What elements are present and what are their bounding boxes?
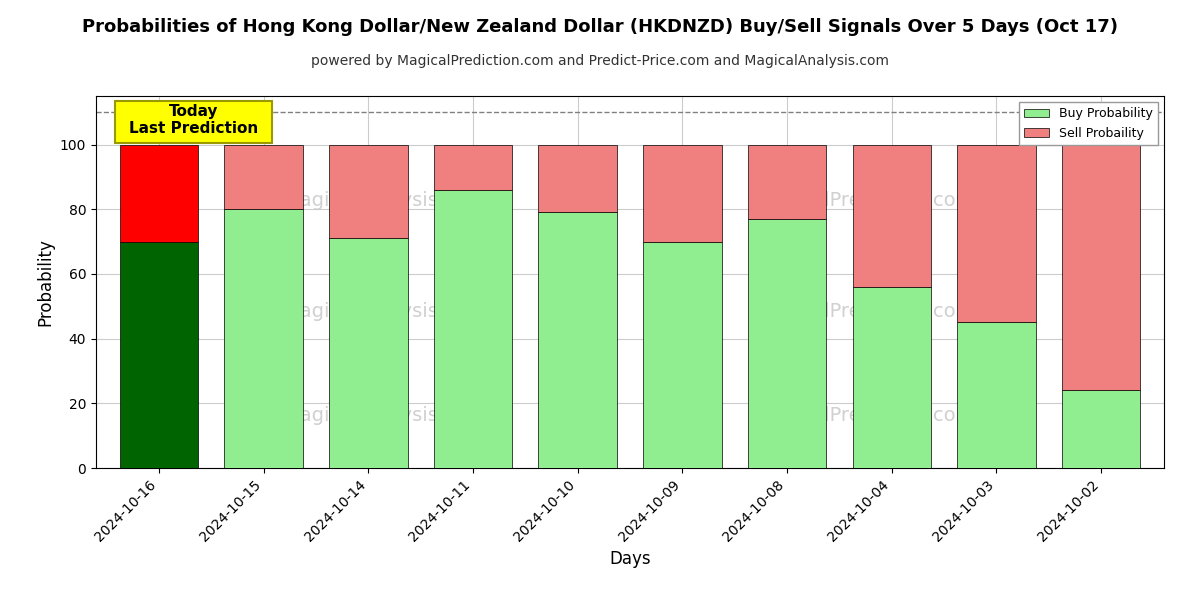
Bar [748,145,827,219]
Bar [224,209,302,468]
Bar [852,287,931,468]
Legend: Buy Probability, Sell Probaility: Buy Probability, Sell Probaility [1019,102,1158,145]
Text: Today
Last Prediction: Today Last Prediction [128,104,258,136]
Text: MagicalPrediction.com: MagicalPrediction.com [755,191,974,209]
FancyBboxPatch shape [115,101,272,143]
X-axis label: Days: Days [610,550,650,568]
Text: MagicalAnalysis.com: MagicalAnalysis.com [283,406,486,425]
Bar [643,145,721,242]
Text: MagicalPrediction.com: MagicalPrediction.com [755,406,974,425]
Bar [224,145,302,209]
Bar [433,145,512,190]
Bar [329,145,408,238]
Bar [748,219,827,468]
Text: powered by MagicalPrediction.com and Predict-Price.com and MagicalAnalysis.com: powered by MagicalPrediction.com and Pre… [311,54,889,68]
Bar [958,145,1036,322]
Bar [1062,391,1140,468]
Bar [643,242,721,468]
Bar [852,145,931,287]
Bar [329,238,408,468]
Bar [120,242,198,468]
Bar [539,145,617,212]
Text: Probabilities of Hong Kong Dollar/New Zealand Dollar (HKDNZD) Buy/Sell Signals O: Probabilities of Hong Kong Dollar/New Ze… [82,18,1118,36]
Text: MagicalAnalysis.com: MagicalAnalysis.com [283,302,486,321]
Bar [958,322,1036,468]
Bar [120,145,198,242]
Bar [1062,145,1140,391]
Bar [433,190,512,468]
Y-axis label: Probability: Probability [36,238,54,326]
Bar [539,212,617,468]
Text: MagicalAnalysis.com: MagicalAnalysis.com [283,191,486,209]
Text: MagicalPrediction.com: MagicalPrediction.com [755,302,974,321]
